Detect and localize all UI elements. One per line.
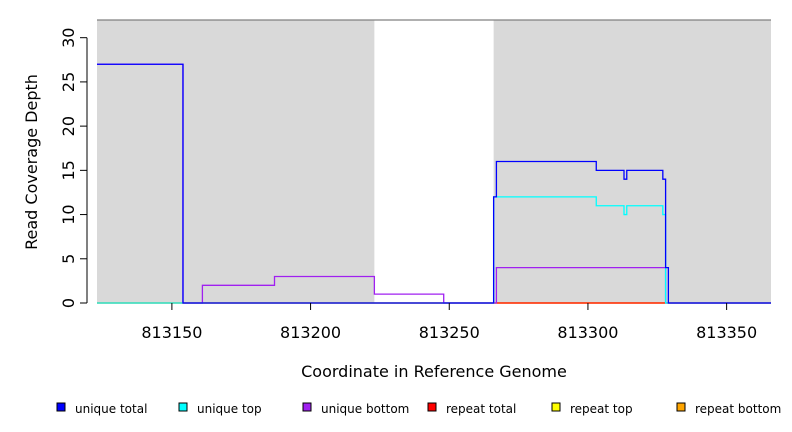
legend-swatch	[676, 402, 686, 412]
y-tick-label: 25	[59, 72, 78, 92]
y-tick-label: 30	[59, 28, 78, 48]
legend-label: repeat top	[570, 402, 633, 416]
x-tick-label: 813250	[419, 323, 480, 342]
y-tick-label: 0	[59, 298, 78, 308]
y-tick-label: 10	[59, 204, 78, 224]
x-tick-label: 813150	[141, 323, 202, 342]
y-tick-label: 15	[59, 160, 78, 180]
y-tick-label: 5	[59, 254, 78, 264]
legend-label: repeat total	[446, 402, 516, 416]
series-line-unique-total	[97, 63, 771, 304]
y-axis: 0 5 10 15 20 25 30	[59, 28, 88, 308]
legend-label: unique bottom	[321, 402, 409, 416]
x-tick-label: 813300	[557, 323, 618, 342]
unshaded-regions	[374, 20, 494, 303]
legend-swatch	[427, 402, 437, 412]
legend-label: unique total	[75, 402, 147, 416]
x-axis: 813150 813200 813250 813300 813350	[141, 303, 757, 342]
unshaded-region	[374, 20, 494, 303]
legend: unique total unique top unique bottom repea…	[56, 402, 781, 416]
x-tick-label: 813350	[696, 323, 757, 342]
x-axis-title: Coordinate in Reference Genome	[301, 362, 567, 381]
legend-swatch	[56, 402, 66, 412]
series-lines	[97, 63, 771, 304]
x-tick-label: 813200	[280, 323, 341, 342]
legend-swatch	[551, 402, 561, 412]
legend-label: unique top	[197, 402, 262, 416]
legend-swatch	[178, 402, 188, 412]
legend-label: repeat bottom	[695, 402, 781, 416]
y-tick-label: 20	[59, 116, 78, 136]
legend-swatch	[302, 402, 312, 412]
y-axis-title: Read Coverage Depth	[22, 74, 41, 250]
